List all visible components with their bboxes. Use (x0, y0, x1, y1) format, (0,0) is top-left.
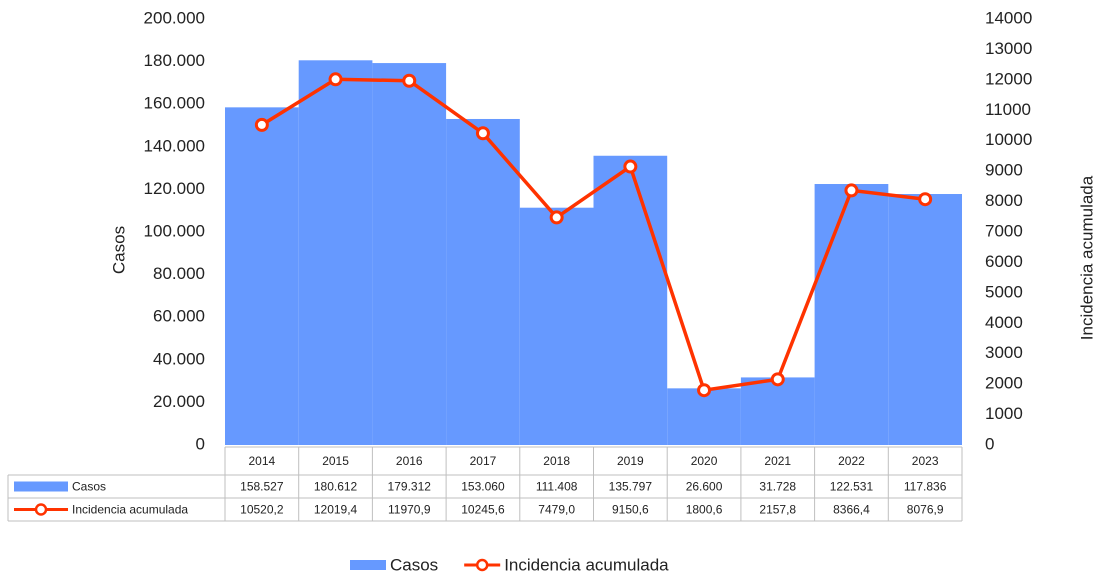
y2-axis-title: Incidencia acumulada (1077, 175, 1096, 340)
table-cell: 26.600 (686, 480, 723, 494)
bar (298, 60, 373, 445)
bar (814, 184, 889, 445)
y-tick-label: 0 (196, 434, 205, 453)
y-tick-label: 160.000 (144, 94, 205, 113)
table-cell: 31.728 (759, 480, 796, 494)
y2-tick-label: 12000 (985, 69, 1032, 88)
y-tick-label: 60.000 (153, 307, 205, 326)
x-tick-label: 2017 (470, 454, 497, 468)
y2-tick-label: 1000 (985, 404, 1023, 423)
legend-key (14, 481, 68, 492)
y-tick-label: 80.000 (153, 264, 205, 283)
y-tick-label: 140.000 (144, 136, 205, 155)
x-tick-label: 2018 (543, 454, 570, 468)
table-cell: 135.797 (609, 480, 653, 494)
x-tick-label: 2020 (691, 454, 718, 468)
table-cell: 12019,4 (314, 503, 358, 517)
y2-tick-label: 14000 (985, 8, 1032, 27)
table-cell: 179.312 (388, 480, 432, 494)
table-cell: 9150,6 (612, 503, 649, 517)
table-cell: 122.531 (830, 480, 874, 494)
line (260, 77, 926, 393)
line-marker (918, 192, 933, 207)
y2-tick-label: 11000 (985, 100, 1031, 119)
y-tick-label: 20.000 (153, 392, 205, 411)
table-cell: 158.527 (240, 480, 284, 494)
line-marker (697, 383, 712, 398)
legend-label: Incidencia acumulada (504, 555, 669, 574)
y-tick-label: 100.000 (144, 221, 205, 240)
table-row-label: Incidencia acumulada (72, 503, 188, 517)
bar (740, 377, 815, 445)
x-tick-label: 2021 (764, 454, 791, 468)
line-marker (623, 159, 638, 174)
line-marker (475, 126, 490, 141)
y-tick-label: 40.000 (153, 349, 205, 368)
x-tick-label: 2023 (912, 454, 939, 468)
table-cell: 111.408 (536, 480, 578, 494)
x-tick-label: 2016 (396, 454, 423, 468)
legend-key (475, 558, 489, 572)
y2-tick-label: 2000 (985, 374, 1023, 393)
y2-tick-label: 0 (985, 434, 994, 453)
x-tick-label: 2014 (248, 454, 275, 468)
x-tick-label: 2019 (617, 454, 644, 468)
bar (225, 107, 299, 445)
table-cell: 117.836 (904, 480, 947, 494)
x-tick-label: 2022 (838, 454, 865, 468)
table-cell: 2157,8 (759, 503, 796, 517)
table-cell: 180.612 (314, 480, 358, 494)
y2-tick-label: 5000 (985, 282, 1023, 301)
line-marker (402, 73, 417, 88)
line-marker (549, 210, 564, 225)
bar (667, 388, 741, 445)
y2-tick-label: 9000 (985, 161, 1023, 180)
line-marker (328, 72, 343, 87)
table-cell: 10245,6 (461, 503, 505, 517)
y-axis-title: Casos (109, 226, 128, 274)
table-cell: 7479,0 (538, 503, 575, 517)
table-cell: 8366,4 (833, 503, 870, 517)
legend-key (34, 503, 48, 516)
table-cell: 8076,9 (907, 503, 944, 517)
bar (593, 155, 668, 446)
y2-tick-label: 4000 (985, 313, 1023, 332)
y2-tick-label: 13000 (985, 39, 1032, 58)
bar (372, 63, 447, 446)
line-marker (844, 183, 859, 198)
bar (519, 207, 594, 445)
y2-tick-label: 10000 (985, 130, 1032, 149)
table-row-label: Casos (72, 480, 106, 494)
line-marker (254, 117, 269, 132)
y-tick-label: 200.000 (144, 8, 205, 27)
y-tick-label: 180.000 (144, 51, 205, 70)
y2-tick-label: 7000 (985, 221, 1023, 240)
y2-tick-label: 6000 (985, 252, 1023, 271)
bar (446, 118, 520, 445)
line-marker (770, 372, 785, 387)
table-cell: 1800,6 (686, 503, 723, 517)
table-cell: 11970,9 (388, 503, 431, 517)
legend-key (350, 560, 386, 570)
y2-tick-label: 3000 (985, 343, 1023, 362)
y2-tick-label: 8000 (985, 191, 1023, 210)
bar (888, 194, 962, 445)
x-tick-label: 2015 (322, 454, 349, 468)
table-cell: 153.060 (461, 480, 505, 494)
y-tick-label: 120.000 (144, 179, 205, 198)
table-cell: 10520,2 (240, 503, 284, 517)
legend-label: Casos (390, 555, 438, 574)
